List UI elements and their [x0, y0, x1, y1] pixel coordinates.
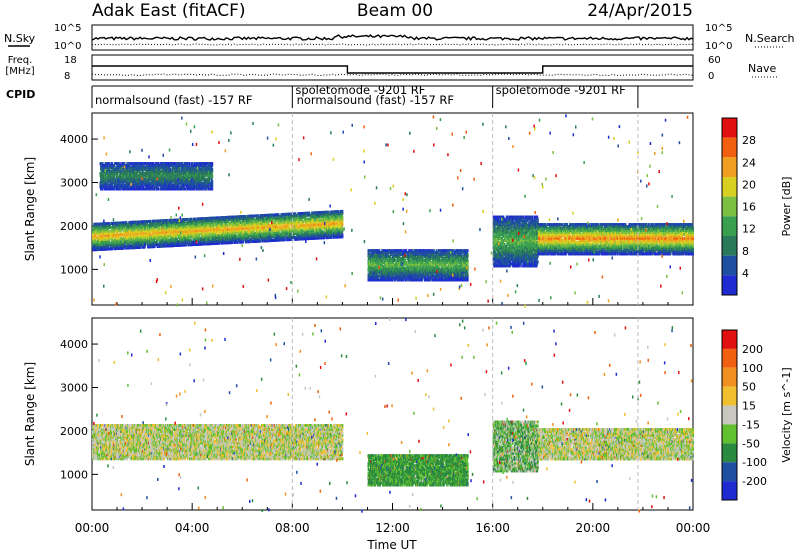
y-axis-label: Slant Range [km] [23, 157, 37, 261]
noise-search-line [92, 44, 693, 45]
nsky-label: N.Sky [4, 32, 36, 45]
y-tick-label-0: 1000 [60, 263, 88, 276]
cpid-segment-2: normalsound (fast) -157 RF [297, 93, 454, 107]
cpid-segment-0: normalsound (fast) -157 RF [95, 93, 252, 107]
freq-label-line2: [MHz] [5, 66, 34, 77]
noise-right-tick-low: 10^0 [705, 41, 732, 52]
noise-sky-line [92, 35, 693, 40]
noise-left-tick-high: 10^5 [54, 23, 81, 34]
nave-tick-high: 60 [708, 55, 721, 66]
noise-right-tick-high: 10^5 [705, 23, 732, 34]
y-tick-label-3: 4000 [60, 133, 88, 146]
y-tick-label-1: 2000 [60, 220, 88, 233]
title-left: Adak East (fitACF) [92, 1, 246, 21]
cpid-label: CPID [6, 88, 35, 101]
power-panel: 1000 2000 3000 4000 Slant Range [km] [23, 113, 694, 308]
nsearch-label: N.Search [745, 32, 795, 45]
freq-panel [92, 55, 693, 80]
cpid-segment-3: spoletomode -9201 RF [496, 83, 626, 97]
data-cell [342, 228, 344, 231]
data-cell [342, 210, 344, 213]
freq-label-line1: Freq. [8, 55, 33, 66]
freq-line [92, 66, 693, 73]
title-center: Beam 00 [357, 1, 433, 21]
y-tick-label-2: 3000 [60, 177, 88, 190]
nave-label: Nave [748, 62, 776, 75]
noise-left-tick-low: 10^0 [54, 41, 81, 52]
freq-tick-low: 8 [64, 71, 70, 82]
cpid-strip: normalsound (fast) -157 RF spoletomode -9… [92, 83, 693, 108]
data-cell [342, 233, 344, 236]
nave-tick-low: 0 [708, 71, 714, 82]
nave-line [92, 74, 693, 76]
title-right: 24/Apr/2015 [587, 1, 693, 21]
data-cell [342, 216, 344, 219]
freq-tick-high: 18 [64, 55, 77, 66]
